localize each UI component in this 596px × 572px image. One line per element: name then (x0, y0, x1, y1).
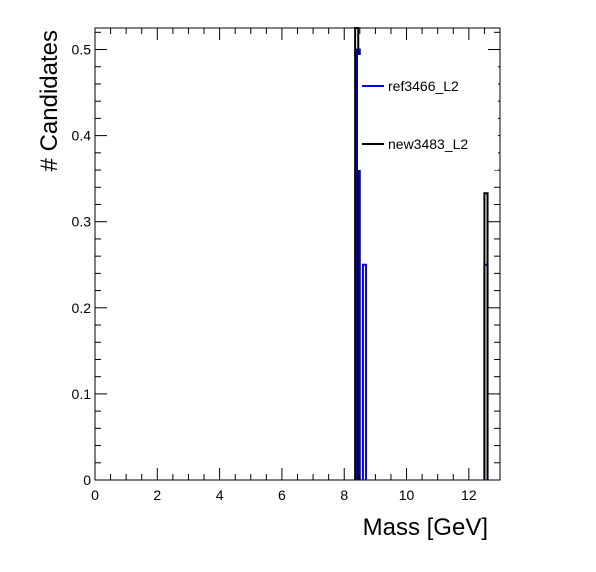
x-tick-label: 4 (216, 487, 224, 503)
bar-1-0 (354, 27, 360, 480)
x-tick-label: 10 (399, 487, 415, 503)
y-tick-label: 0.4 (72, 128, 92, 144)
y-tick-label: 0.2 (72, 300, 92, 316)
x-tick-label: 8 (340, 487, 348, 503)
x-tick-label: 6 (278, 487, 286, 503)
y-axis-title: # Candidates (36, 30, 63, 171)
legend-label-0: ref3466_L2 (388, 78, 459, 94)
legend-label-1: new3483_L2 (388, 136, 468, 152)
bar-1-1 (483, 192, 489, 480)
x-tick-label: 0 (91, 487, 99, 503)
x-tick-label: 2 (153, 487, 161, 503)
x-tick-label: 12 (461, 487, 477, 503)
legend-box (358, 55, 498, 170)
bar-0-1 (361, 263, 368, 480)
x-axis-title: Mass [GeV] (363, 514, 488, 541)
y-tick-label: 0.3 (72, 214, 92, 230)
y-tick-label: 0.5 (72, 42, 92, 58)
y-tick-label: 0.1 (72, 386, 92, 402)
y-tick-label: 0 (83, 472, 91, 488)
